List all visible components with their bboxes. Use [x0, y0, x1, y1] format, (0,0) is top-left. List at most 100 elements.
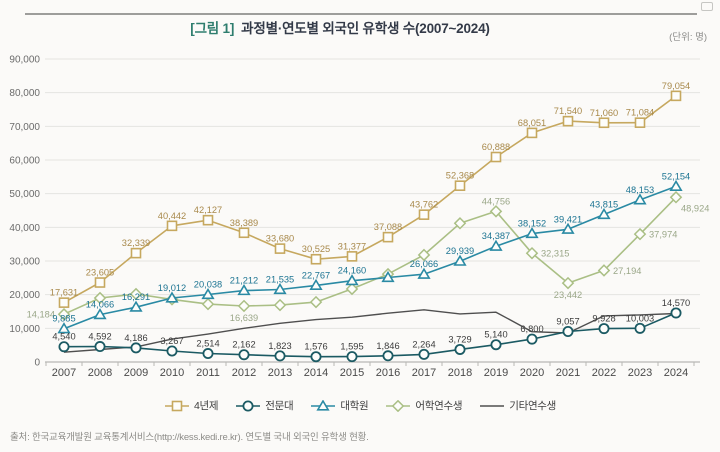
marker-triangle: [129, 300, 143, 312]
chart-legend: 4년제 전문대 대학원 어학연수생 기타연수생: [0, 398, 720, 413]
data-label: 38,389: [230, 218, 258, 228]
data-label: 19,012: [158, 283, 186, 293]
data-label: 3,267: [160, 336, 183, 346]
data-label: 22,767: [302, 270, 330, 280]
marker-diamond: [417, 248, 431, 262]
x-axis-label: 2007: [52, 367, 76, 379]
marker-square: [238, 227, 250, 239]
data-label: 2,514: [196, 339, 219, 349]
x-axis-label: 2015: [340, 367, 364, 379]
data-label: 26,066: [410, 259, 438, 269]
data-label: 32,339: [122, 238, 150, 248]
marker-triangle: [237, 284, 251, 296]
marker-triangle: [525, 226, 539, 239]
marker-circle: [238, 349, 250, 361]
marker-square: [526, 127, 538, 139]
data-label: 10,003: [626, 313, 654, 323]
legend-label: 어학연수생: [415, 400, 463, 412]
y-axis-label: 50,000: [9, 189, 40, 200]
data-label: 1,846: [376, 341, 399, 351]
y-axis-label: 20,000: [9, 290, 40, 301]
series-labels: 14,184 16,639 44,756 32,315 23,442 27,194 37,9…: [27, 196, 710, 323]
legend-item: 대학원: [310, 398, 369, 413]
series-plainline: [63, 309, 677, 353]
data-label: 21,535: [266, 274, 294, 284]
data-label: 42,127: [194, 205, 222, 215]
marker-circle: [242, 400, 254, 411]
source-note: 출처: 한국교육개발원 교육통계서비스(http://kess.kedi.re.…: [10, 432, 369, 443]
marker-diamond: [633, 227, 647, 241]
data-label: 3,729: [448, 334, 471, 344]
data-label: 48,924: [681, 203, 709, 213]
x-axis-label: 2011: [196, 367, 220, 379]
legend-label: 전문대: [265, 400, 294, 412]
marker-triangle: [316, 399, 330, 411]
marker-triangle: [561, 222, 575, 234]
x-axis-label: 2016: [376, 367, 400, 379]
marker-square: [562, 115, 574, 127]
marker-diamond: [345, 282, 359, 296]
circle-icon: [236, 400, 261, 411]
data-label: 48,153: [626, 185, 654, 195]
series-diamonds: [57, 191, 683, 321]
marker-circle: [418, 348, 430, 360]
x-axis-label: 2017: [412, 367, 436, 379]
marker-diamond: [273, 298, 287, 312]
series-line: [63, 312, 677, 358]
y-axis-label: 0: [34, 358, 40, 369]
marker-circle: [634, 322, 646, 334]
marker-triangle: [669, 179, 683, 192]
data-label: 68,051: [518, 118, 546, 128]
triangle-icon: [311, 399, 336, 411]
marker-square: [634, 117, 646, 128]
data-label: 30,525: [302, 244, 330, 254]
series-labels: 17,631 23,605 32,339 40,442 42,127 38,389 33,6…: [50, 81, 690, 298]
marker-circle: [454, 343, 466, 355]
data-label: 14,184: [27, 310, 55, 320]
marker-square: [94, 277, 106, 288]
data-label: 43,815: [590, 199, 618, 209]
marker-diamond: [453, 217, 467, 230]
marker-triangle: [57, 322, 71, 334]
marker-square: [670, 90, 682, 102]
data-label: 32,315: [541, 249, 569, 259]
data-label: 2,162: [232, 340, 255, 350]
y-axis-label: 10,000: [9, 324, 40, 335]
marker-circle: [166, 345, 178, 357]
marker-triangle: [309, 278, 323, 290]
legend-item: 어학연수생: [385, 398, 463, 413]
marker-triangle: [93, 308, 107, 320]
top-rule: [25, 13, 697, 15]
data-label: 79,054: [662, 81, 690, 91]
x-axis-label: 2021: [556, 367, 580, 379]
data-label: 5,140: [484, 330, 507, 340]
data-label: 21,212: [230, 276, 258, 286]
marker-square: [490, 151, 502, 163]
marker-diamond: [93, 291, 107, 305]
x-axis-label: 2020: [520, 367, 544, 379]
data-label: 9,885: [52, 314, 75, 324]
data-label: 4,592: [88, 332, 111, 342]
x-axis-label: 2024: [664, 367, 688, 379]
marker-circle: [202, 348, 214, 360]
marker-diamond: [669, 191, 683, 204]
marker-diamond: [392, 399, 405, 412]
marker-circle: [310, 351, 322, 363]
data-label: 29,939: [446, 246, 474, 256]
marker-triangle: [201, 287, 215, 300]
data-label: 71,540: [554, 106, 582, 116]
data-label: 60,888: [482, 142, 510, 152]
data-label: 2,264: [412, 339, 435, 349]
data-label: 38,152: [518, 219, 546, 229]
marker-triangle: [453, 254, 467, 266]
marker-circle: [598, 323, 610, 335]
data-label: 24,160: [338, 266, 366, 276]
data-label: 39,421: [554, 214, 582, 224]
legend-item: 전문대: [235, 398, 294, 413]
legend-item: 기타연수생: [479, 398, 556, 413]
marker-square: [454, 180, 466, 191]
legend-item: 4년제: [164, 398, 219, 413]
marker-circle: [382, 350, 394, 362]
data-label: 33,680: [266, 234, 294, 244]
data-label: 14,570: [662, 298, 690, 308]
